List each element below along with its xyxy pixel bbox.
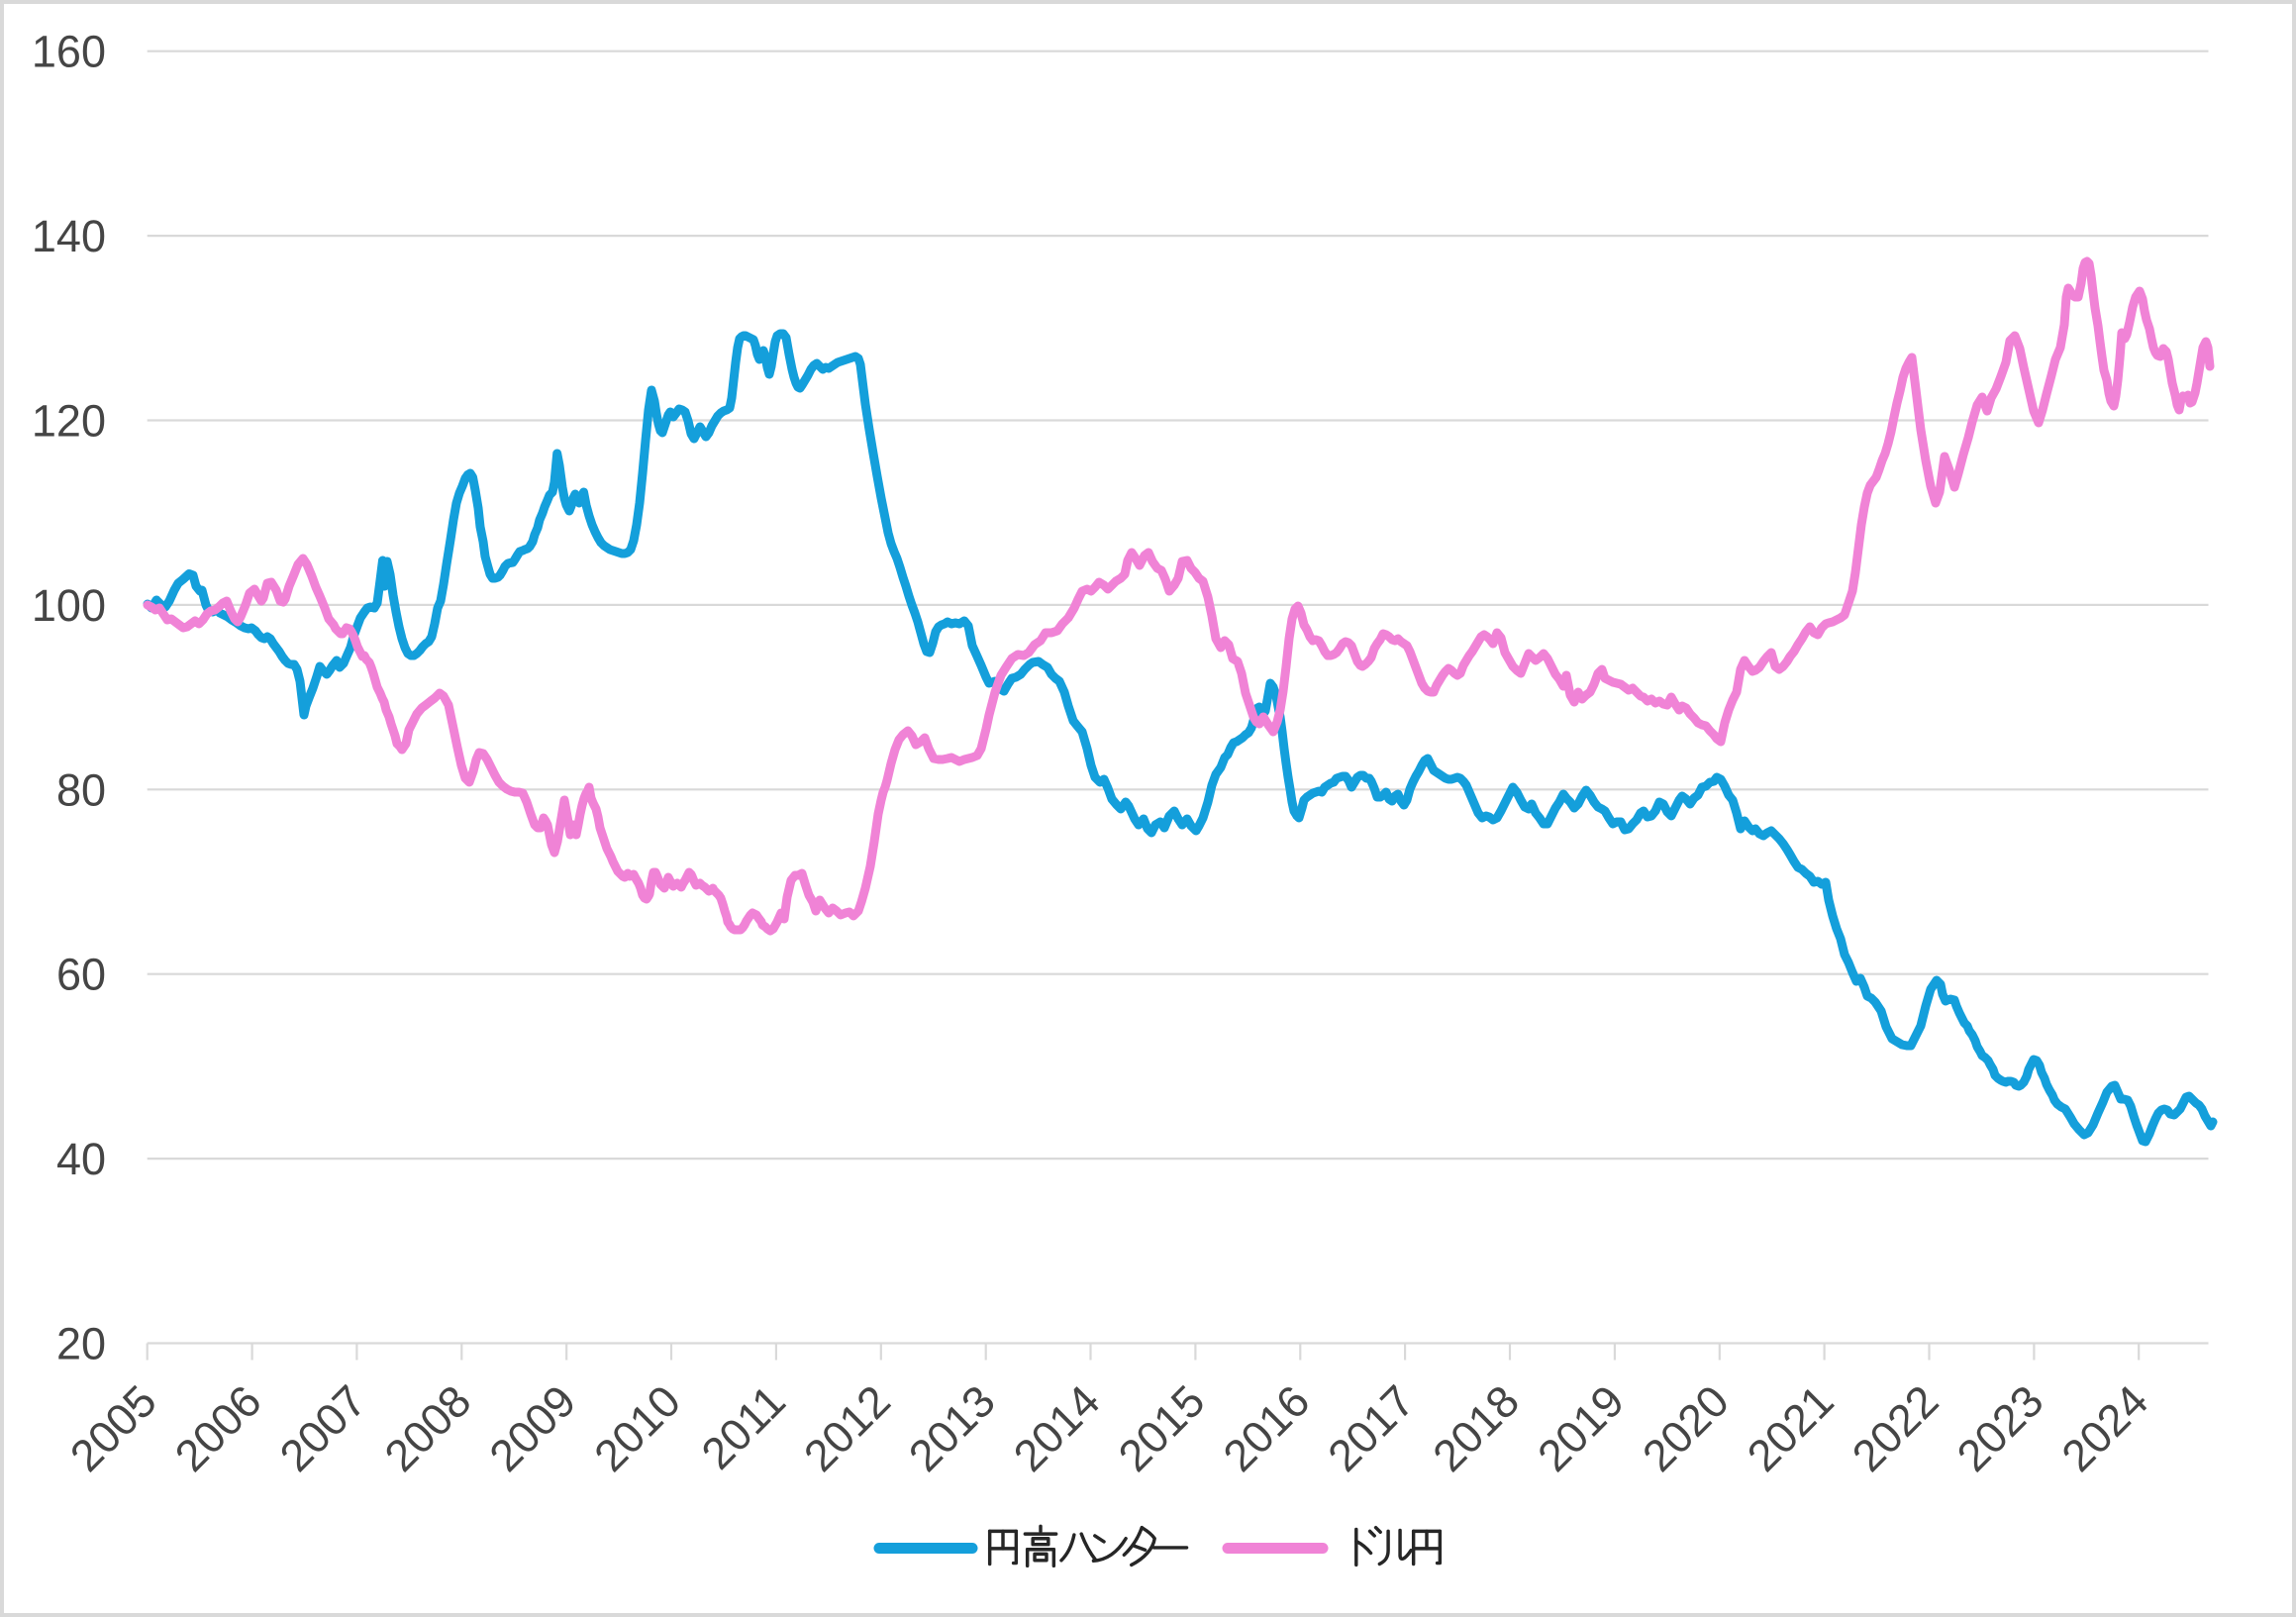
svg-text:80: 80 xyxy=(56,764,106,815)
svg-text:60: 60 xyxy=(56,950,106,1000)
svg-text:100: 100 xyxy=(32,580,106,631)
svg-text:120: 120 xyxy=(32,396,106,447)
svg-text:20: 20 xyxy=(56,1319,106,1369)
svg-text:40: 40 xyxy=(56,1134,106,1184)
svg-text:160: 160 xyxy=(32,27,106,77)
svg-text:140: 140 xyxy=(32,211,106,261)
